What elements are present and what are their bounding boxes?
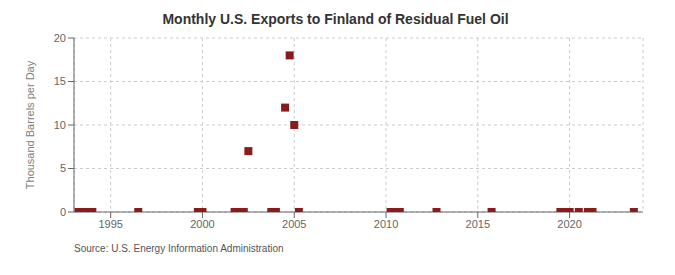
- svg-text:10: 10: [54, 119, 66, 131]
- html-text:Source: U.S. Energy Informatio: Source: U.S. Energy Information Administ…: [74, 243, 284, 254]
- svg-text:15: 15: [54, 75, 66, 87]
- svg-text:5: 5: [60, 162, 66, 174]
- svg-text:1995: 1995: [98, 218, 122, 230]
- svg-text:0: 0: [60, 206, 66, 218]
- svg-text:2015: 2015: [466, 218, 490, 230]
- svg-text:2020: 2020: [557, 218, 581, 230]
- svg-text:2000: 2000: [190, 218, 214, 230]
- svg-text:Thousand Barrels per Day: Thousand Barrels per Day: [24, 60, 36, 189]
- svg-text:2005: 2005: [282, 218, 306, 230]
- svg-text:2010: 2010: [374, 218, 398, 230]
- html-text:Monthly U.S. Exports to Finlan: Monthly U.S. Exports to Finland of Resid…: [162, 11, 509, 27]
- svg-text:20: 20: [54, 32, 66, 44]
